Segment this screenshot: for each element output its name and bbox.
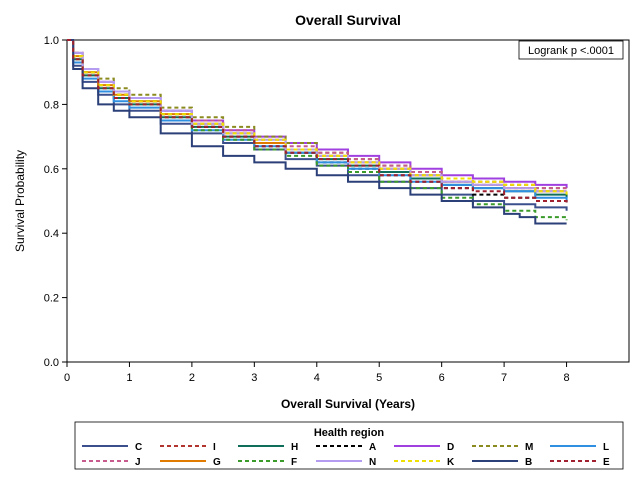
legend-items: C I H A D M L J G F N K B E: [82, 442, 610, 468]
legend-label: B: [525, 457, 532, 468]
legend-label: C: [135, 442, 142, 453]
logrank-annotation: Logrank p <.0001: [518, 40, 624, 60]
y-tick-label: 0.2: [44, 293, 59, 305]
y-tick-label: 0.8: [44, 99, 59, 111]
legend-label: I: [213, 442, 216, 453]
x-tick-label: 2: [189, 372, 195, 384]
chart-title: Overall Survival: [295, 12, 401, 28]
legend-item-d: D: [394, 442, 454, 453]
legend-label: K: [447, 457, 455, 468]
legend-item-e: E: [550, 457, 610, 468]
legend-item-i: I: [160, 442, 216, 453]
y-tick-label: 0.0: [44, 357, 59, 369]
legend-label: M: [525, 442, 533, 453]
legend-label: F: [291, 457, 297, 468]
y-axis: 0.0 0.2 0.4 0.6 0.8 1.0: [44, 35, 67, 369]
y-tick-label: 1.0: [44, 35, 59, 47]
series-line-k: [67, 39, 568, 195]
legend-label: L: [603, 442, 609, 453]
legend-item-c: C: [82, 442, 142, 453]
series-lines: [67, 39, 568, 225]
plot-frame: [66, 39, 630, 363]
legend-item-f: F: [238, 457, 297, 468]
x-tick-label: 5: [376, 372, 382, 384]
x-tick-label: 7: [501, 372, 507, 384]
y-tick-label: 0.6: [44, 164, 59, 176]
legend-label: H: [291, 442, 298, 453]
x-tick-label: 4: [314, 372, 320, 384]
x-tick-label: 8: [563, 372, 569, 384]
legend-item-g: G: [160, 457, 221, 468]
x-tick-label: 0: [64, 372, 70, 384]
legend-item-k: K: [394, 457, 455, 468]
legend-label: D: [447, 442, 454, 453]
y-axis-label: Survival Probability: [13, 150, 27, 252]
legend-label: J: [135, 457, 141, 468]
legend-label: E: [603, 457, 610, 468]
legend-label: N: [369, 457, 376, 468]
legend-item-l: L: [550, 442, 609, 453]
series-line-e: [67, 39, 568, 205]
legend-item-b: B: [472, 457, 532, 468]
legend-label: G: [213, 457, 221, 468]
legend-label: A: [369, 442, 376, 453]
annotation-text: Logrank p <.0001: [528, 45, 614, 57]
legend-title: Health region: [314, 427, 385, 439]
x-tick-label: 3: [251, 372, 257, 384]
legend-item-h: H: [238, 442, 298, 453]
legend-item-j: J: [82, 457, 141, 468]
y-tick-label: 0.4: [44, 228, 59, 240]
x-axis-label: Overall Survival (Years): [281, 397, 415, 411]
legend-item-a: A: [316, 442, 376, 453]
legend-item-n: N: [316, 457, 376, 468]
annotation-box: [518, 40, 624, 60]
legend-item-m: M: [472, 442, 533, 453]
x-axis: 0 1 2 3 4 5 6 7 8: [64, 362, 570, 384]
x-tick-label: 1: [126, 372, 132, 384]
series-line-b: [67, 39, 567, 225]
legend: Health region C I H A D M L J G F N K B E: [74, 421, 624, 470]
x-tick-label: 6: [439, 372, 445, 384]
